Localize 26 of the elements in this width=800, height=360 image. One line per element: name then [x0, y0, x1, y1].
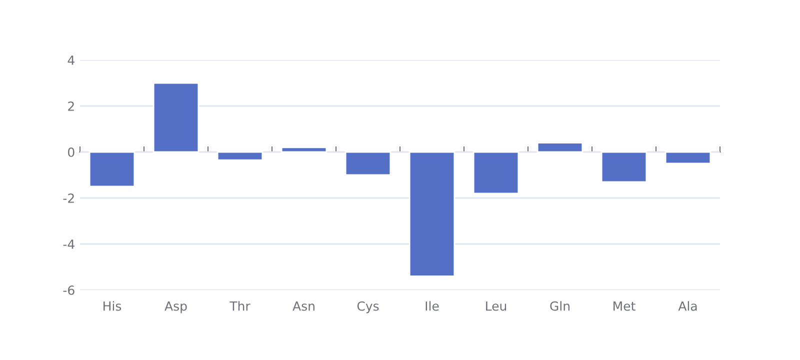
bar: [536, 142, 584, 153]
bar: [152, 82, 200, 153]
bar: [472, 151, 520, 194]
y-tick-label: -6: [63, 285, 74, 295]
x-tick-label: Asn: [292, 301, 314, 311]
x-tick-label: Asp: [164, 301, 187, 314]
x-tick-label: Cys: [357, 301, 379, 314]
bar: [408, 151, 456, 277]
x-tick-label: His: [104, 301, 122, 311]
bar: [600, 151, 648, 183]
y-tick-label: -4: [63, 240, 74, 249]
x-tick-label: Leu: [486, 301, 506, 311]
y-tick-label: -2: [63, 193, 74, 203]
x-tick-label: Ala: [678, 301, 697, 311]
x-tick-label: Gln: [550, 301, 570, 311]
x-tick-label: Ile: [426, 301, 439, 311]
bar: [344, 151, 392, 176]
bar: [664, 151, 712, 164]
bar: [216, 151, 264, 161]
y-tick-label: 4: [68, 56, 74, 65]
bar: [88, 151, 136, 188]
y-tick-label: 0: [68, 147, 74, 157]
x-tick-label: Thr: [230, 301, 250, 311]
y-tick-label: 2: [68, 101, 74, 111]
bar: [280, 146, 328, 153]
x-tick-label: Met: [614, 301, 636, 311]
